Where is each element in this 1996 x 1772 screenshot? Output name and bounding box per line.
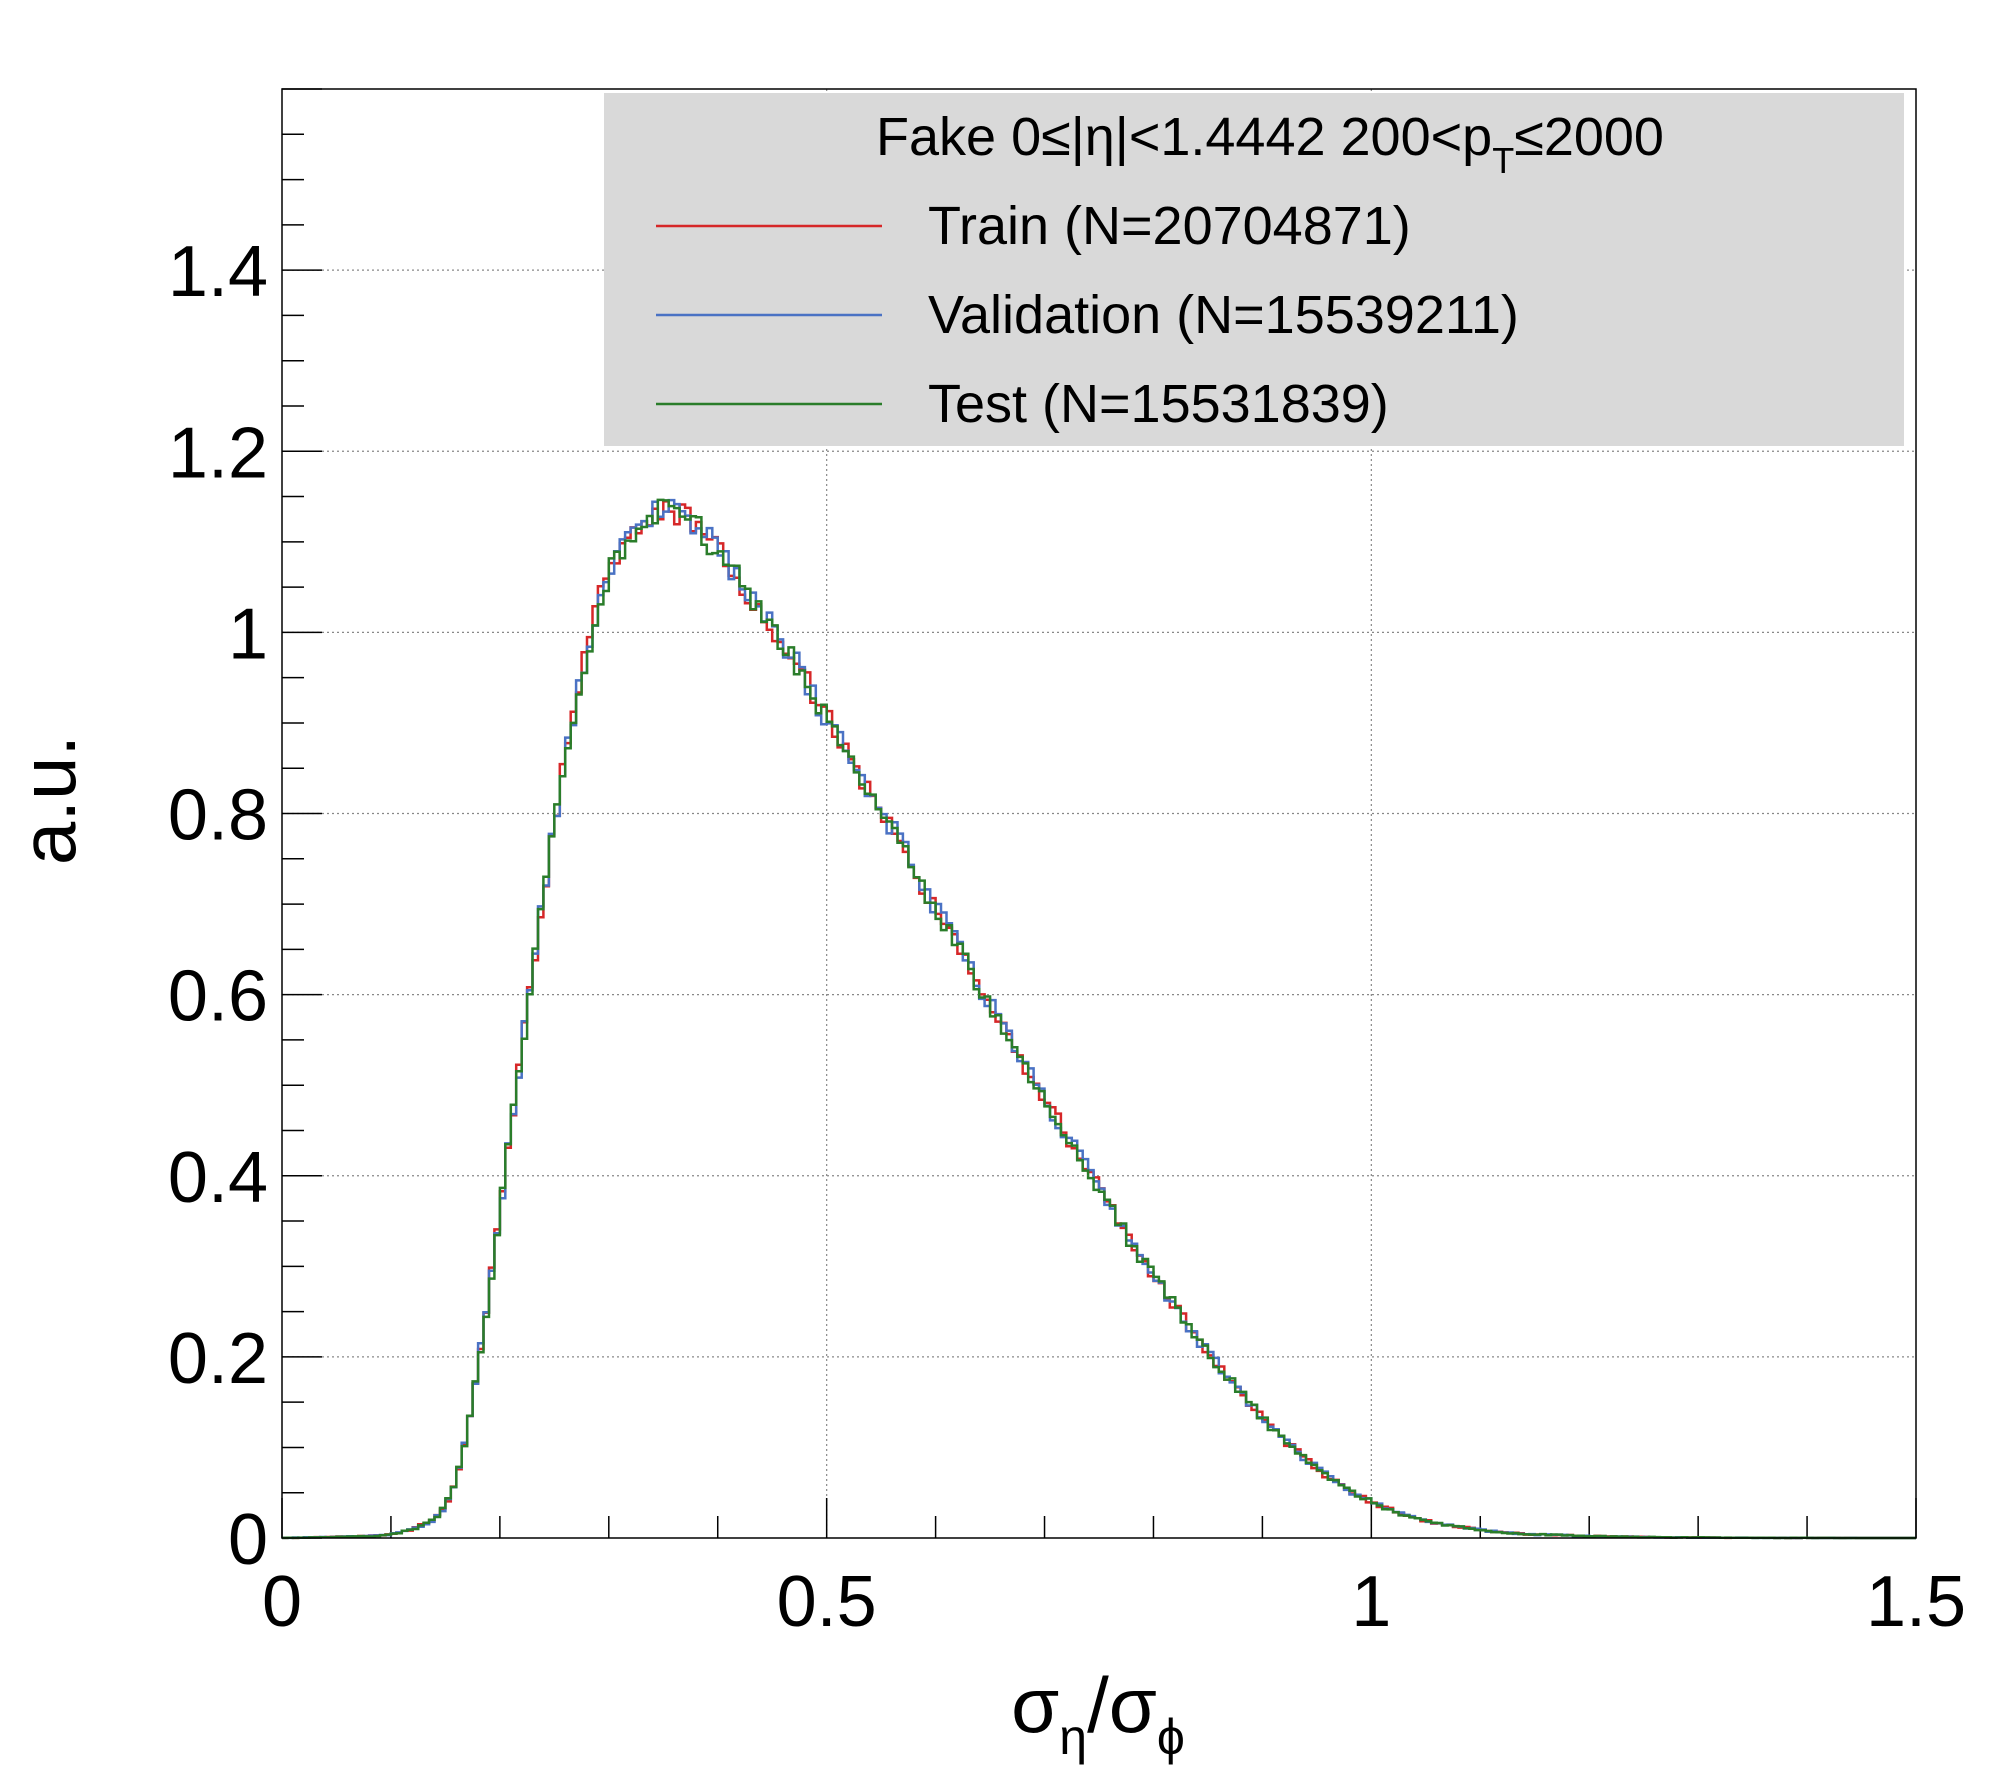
x-tick-label: 0.5	[777, 1562, 877, 1642]
legend-box	[604, 93, 1904, 446]
y-tick-label: 0.2	[168, 1319, 268, 1399]
legend: Fake 0≤|η|<1.4442 200<pT≤2000 Train (N=2…	[604, 93, 1904, 446]
series-group	[282, 498, 1916, 1540]
y-tick-label: 1.4	[168, 232, 268, 312]
x-tick-label: 0	[262, 1562, 302, 1642]
x-axis-title: ση/σϕ	[1011, 1661, 1185, 1765]
x-tick-label: 1.5	[1866, 1562, 1966, 1642]
y-tick-label: 1.2	[168, 413, 268, 493]
legend-label-test: Test (N=15531839)	[928, 374, 1389, 434]
legend-label-train: Train (N=20704871)	[928, 196, 1411, 256]
y-tick-label: 0	[228, 1500, 268, 1580]
legend-label-validation: Validation (N=15539211)	[928, 285, 1519, 345]
x-tick-label: 1	[1351, 1562, 1391, 1642]
y-axis-title: a.u.	[4, 735, 92, 865]
x-tick-labels: 0 0.5 1 1.5	[262, 1562, 1966, 1642]
plot-frame	[281, 88, 1917, 1539]
y-tick-label: 1	[228, 594, 268, 674]
y-tick-label: 0.4	[168, 1138, 268, 1218]
y-tick-label: 0.6	[168, 957, 268, 1037]
legend-header: Fake 0≤|η|<1.4442 200<pT≤2000	[876, 107, 1664, 181]
y-tick-labels: 0 0.2 0.4 0.6 0.8 1 1.2 1.4	[168, 232, 268, 1580]
y-tick-label: 0.8	[168, 776, 268, 856]
series-line-test	[282, 498, 1916, 1540]
